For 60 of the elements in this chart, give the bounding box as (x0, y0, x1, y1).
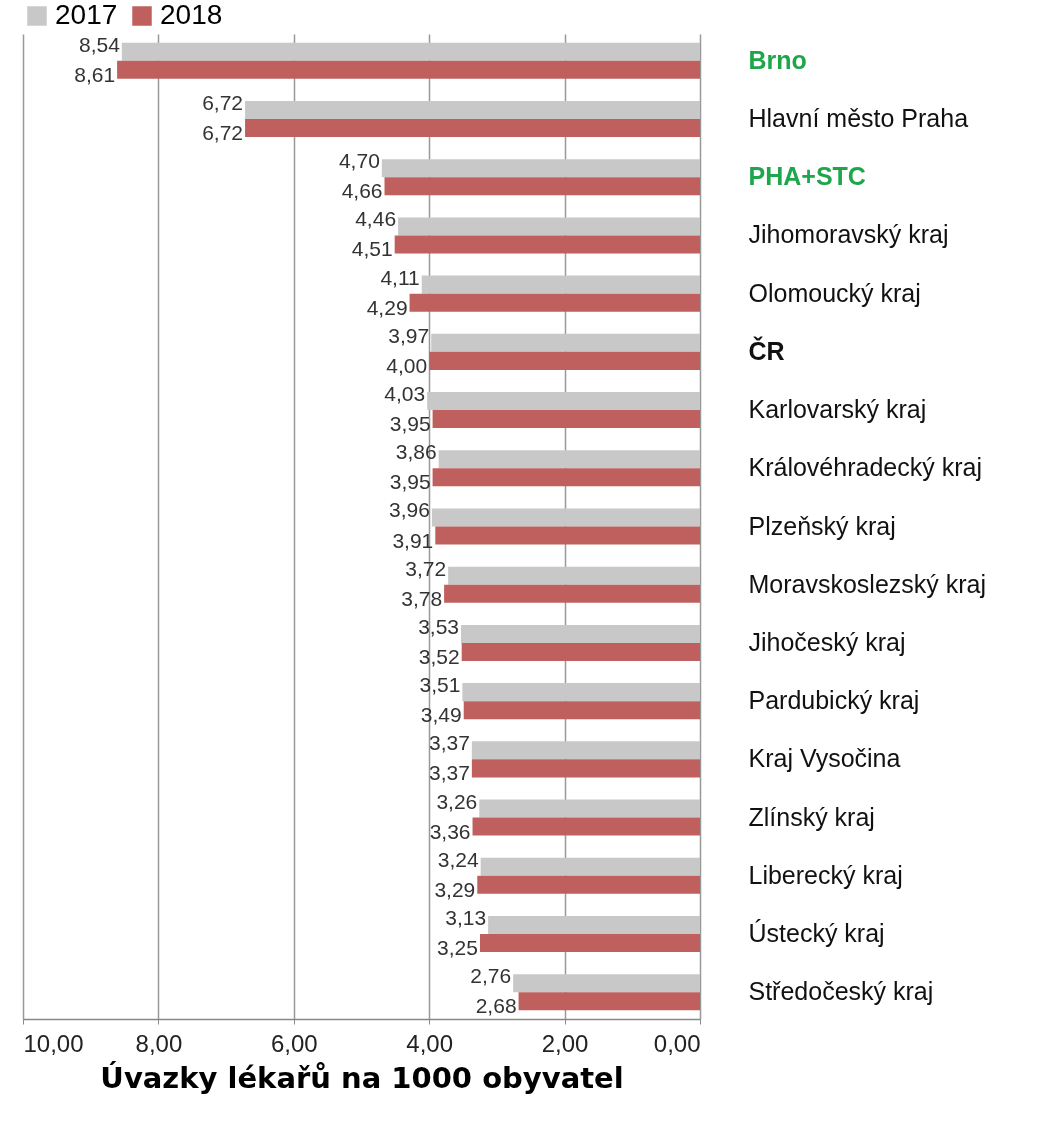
y-tick-label: ČR (748, 335, 785, 365)
data-label: 3,78 (401, 586, 443, 610)
data-label: 8,61 (74, 62, 116, 86)
y-tick-label: Olomoucký kraj (748, 278, 921, 307)
y-tick-label: Liberecký kraj (748, 860, 903, 889)
y-tick-label: Zlínský kraj (748, 802, 875, 831)
data-label: 3,53 (418, 614, 460, 638)
data-label: 3,91 (392, 528, 434, 552)
y-tick-label: Ústecký kraj (748, 919, 885, 948)
data-label: 4,29 (366, 295, 408, 319)
data-label: 3,52 (418, 644, 460, 668)
data-label: 4,70 (338, 149, 380, 173)
data-label: 3,25 (437, 936, 478, 960)
x-tick-label: 8,00 (135, 1029, 183, 1057)
y-tick-label: Moravskoslezský kraj (748, 569, 987, 598)
data-label: 3,51 (419, 673, 461, 697)
data-label: 4,46 (355, 207, 397, 231)
x-tick-label: 2,00 (541, 1029, 589, 1057)
legend-label: 2018 (160, 0, 223, 30)
data-label: 6,72 (202, 90, 244, 114)
data-label: 4,03 (384, 382, 426, 406)
x-axis-title: Úvazky lékařů na 1000 obyvatel (100, 1060, 624, 1095)
y-tick-label: Jihomoravský kraj (748, 220, 949, 249)
y-tick-label: Hlavní město Praha (748, 103, 969, 132)
data-label: 4,11 (380, 265, 420, 289)
x-tick-label: 0,00 (653, 1029, 701, 1057)
data-label: 3,37 (428, 761, 470, 785)
y-tick-label: Pardubický kraj (748, 686, 920, 715)
data-label: 4,51 (351, 237, 393, 261)
data-label: 3,97 (388, 323, 430, 347)
data-label: 4,00 (386, 353, 428, 377)
y-tick-label: Brno (748, 45, 807, 74)
data-label: 3,36 (429, 819, 471, 843)
y-tick-label: PHA+STC (748, 162, 866, 191)
data-label: 8,54 (78, 32, 121, 56)
y-tick-label: Jihočeský kraj (748, 627, 906, 656)
data-label: 3,49 (420, 703, 462, 727)
y-tick-label: Středočeský kraj (748, 977, 934, 1006)
y-tick-label: Kraj Vysočina (748, 744, 901, 773)
y-tick-label: Královéhradecký kraj (748, 453, 982, 482)
data-label: 2,76 (470, 964, 512, 988)
y-tick-label: Karlovarský kraj (748, 395, 927, 424)
legend-label: 2017 (55, 0, 118, 30)
data-label: 3,13 (445, 905, 487, 929)
data-label: 4,66 (341, 179, 383, 203)
x-tick-label: 6,00 (270, 1029, 318, 1057)
y-tick-label: Plzeňský kraj (748, 511, 896, 540)
data-label: 6,72 (202, 121, 244, 145)
data-label: 2,68 (475, 994, 517, 1018)
data-label: 3,26 (436, 789, 478, 813)
data-label: 3,37 (428, 731, 470, 755)
data-label: 3,96 (389, 498, 430, 522)
data-label: 3,95 (389, 470, 431, 494)
data-label: 3,95 (389, 412, 431, 436)
x-tick-label: 10,00 (23, 1029, 84, 1057)
data-label: 3,24 (437, 847, 479, 871)
data-label: 3,72 (405, 556, 447, 580)
x-tick-label: 4,00 (406, 1029, 454, 1057)
data-label: 3,29 (434, 877, 476, 901)
data-label: 3,86 (395, 440, 437, 464)
